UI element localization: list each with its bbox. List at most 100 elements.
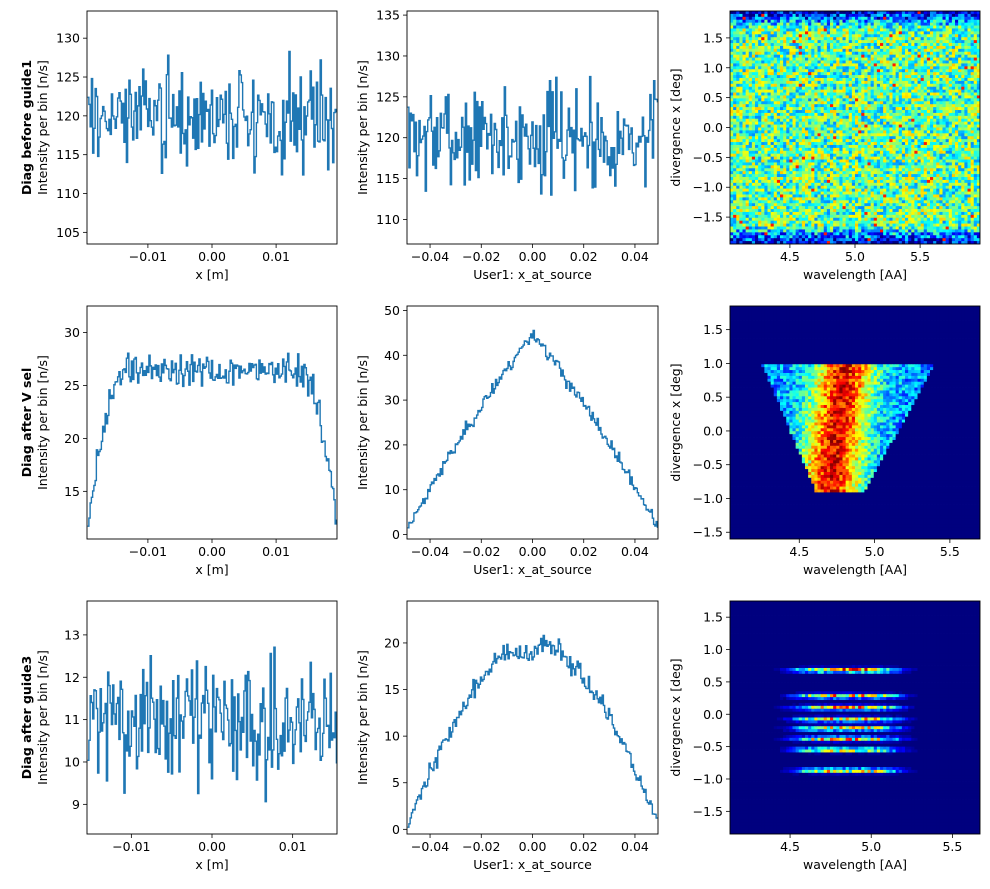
heatmap-cell	[739, 86, 743, 91]
heatmap-cell	[814, 16, 818, 21]
heatmap-cell	[761, 115, 765, 120]
heatmap-cell	[964, 80, 968, 85]
heatmap-cell	[911, 60, 915, 64]
heatmap-cell	[755, 86, 759, 91]
heatmap-cell	[923, 51, 928, 56]
heatmap-cell	[930, 28, 934, 32]
heatmap-cell	[905, 130, 909, 134]
heatmap-cell	[848, 107, 853, 111]
heatmap-cell	[905, 150, 909, 155]
heatmap-cell	[930, 22, 934, 26]
heatmap-cell	[730, 69, 734, 73]
heatmap-cell	[808, 107, 812, 111]
heatmap-cell	[789, 168, 793, 172]
heatmap-cell	[889, 107, 893, 111]
heatmap-cell	[792, 66, 797, 70]
heatmap-cell	[823, 101, 828, 105]
heatmap-cell	[948, 54, 953, 58]
heatmap-cell	[776, 182, 781, 187]
heatmap-cell	[886, 177, 890, 181]
heatmap-cell	[955, 34, 959, 38]
heatmap-cell	[864, 104, 868, 108]
heatmap-cell	[817, 162, 822, 166]
heatmap-cell	[773, 174, 778, 178]
heatmap-cell	[798, 77, 803, 82]
heatmap-cell	[817, 31, 822, 35]
heatmap-cell	[761, 101, 765, 105]
heatmap-cell	[914, 83, 918, 88]
heatmap-cell	[736, 37, 740, 41]
heatmap-cell	[955, 60, 959, 64]
heatmap-cell	[761, 63, 765, 67]
heatmap-cell	[873, 124, 878, 128]
heatmap-cell	[773, 98, 778, 102]
heatmap-cell	[773, 162, 778, 166]
heatmap-cell	[955, 72, 959, 76]
heatmap-cell	[801, 19, 806, 24]
heatmap-cell	[895, 51, 900, 56]
heatmap-cell	[905, 83, 909, 88]
heatmap-cell	[855, 177, 859, 181]
heatmap-cell	[917, 174, 922, 178]
heatmap-cell	[730, 11, 734, 15]
heatmap-cell	[764, 16, 768, 21]
heatmap-cell	[786, 139, 790, 143]
heatmap-cell	[917, 69, 922, 73]
heatmap-cell	[786, 124, 790, 128]
heatmap-cell	[914, 179, 918, 184]
heatmap-cell	[845, 182, 850, 187]
heatmap-cell	[739, 118, 743, 123]
heatmap-cell	[886, 179, 890, 184]
heatmap-cell	[801, 185, 806, 190]
heatmap-cell	[892, 156, 897, 160]
heatmap-cell	[945, 54, 950, 58]
heatmap-cell	[761, 104, 765, 108]
heatmap-cell	[845, 168, 850, 172]
heatmap-cell	[795, 11, 800, 15]
heatmap-cell	[783, 43, 787, 47]
heatmap-cell	[817, 107, 822, 111]
heatmap-cell	[811, 34, 815, 38]
heatmap-cell	[889, 168, 893, 172]
heatmap-cell	[923, 110, 928, 114]
heatmap-cell	[814, 177, 818, 181]
heatmap-cell	[876, 83, 881, 88]
heatmap-cell	[842, 16, 847, 21]
heatmap-cell	[930, 40, 934, 44]
heatmap-cell	[864, 86, 868, 91]
heatmap-cell	[842, 80, 847, 85]
heatmap-cell	[976, 133, 980, 137]
heatmap-cell	[920, 16, 925, 21]
heatmap-cell	[864, 130, 868, 134]
heatmap-cell	[764, 92, 768, 96]
heatmap-cell	[789, 177, 793, 181]
heatmap-cell	[761, 13, 765, 18]
heatmap-cell	[751, 45, 756, 50]
heatmap-cell	[805, 130, 809, 134]
heatmap-cell	[730, 77, 734, 82]
heatmap-cell	[783, 16, 787, 21]
heatmap-cell	[886, 57, 890, 61]
heatmap-cell	[767, 34, 772, 38]
heatmap-cell	[967, 25, 972, 29]
heatmap-cell	[786, 63, 790, 67]
heatmap-cell	[848, 43, 853, 47]
heatmap-cell	[905, 92, 909, 96]
heatmap-cell	[730, 28, 734, 32]
heatmap-cell	[851, 77, 856, 82]
heatmap-cell	[898, 144, 903, 149]
heatmap-cell	[967, 153, 972, 158]
heatmap-cell	[739, 147, 743, 152]
heatmap-cell	[767, 110, 772, 114]
heatmap-cell	[773, 34, 778, 38]
heatmap-cell	[951, 177, 956, 181]
heatmap-cell	[842, 92, 847, 96]
heatmap-cell	[789, 28, 793, 32]
heatmap-cell	[758, 37, 762, 41]
heatmap-cell	[864, 80, 868, 85]
heatmap-cell	[826, 86, 831, 91]
heatmap-cell	[776, 40, 781, 44]
heatmap-cell	[939, 107, 943, 111]
heatmap-cell	[870, 63, 875, 67]
heatmap-cell	[864, 22, 868, 26]
